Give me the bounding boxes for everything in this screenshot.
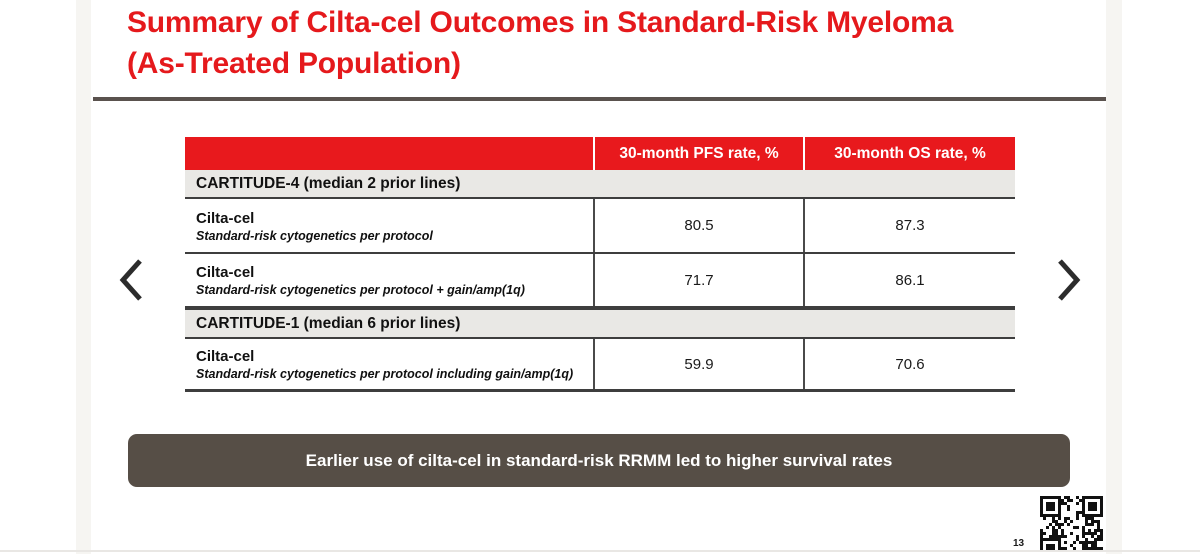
header-cell-os: 30-month OS rate, % — [803, 137, 1015, 170]
outcomes-table: 30-month PFS rate, % 30-month OS rate, %… — [185, 137, 1015, 392]
previous-slide-button[interactable] — [114, 256, 148, 306]
page-number: 13 — [1013, 538, 1025, 549]
header-cell-empty — [185, 137, 593, 170]
section-header-cartitude-4: CARTITUDE-4 (median 2 prior lines) — [185, 170, 1015, 199]
chevron-right-icon — [1054, 257, 1084, 306]
row-name: Cilta-cel — [196, 264, 255, 281]
header-cell-pfs: 30-month PFS rate, % — [593, 137, 803, 170]
table-row: Cilta-cel Standard-risk cytogenetics per… — [185, 199, 1015, 254]
table-row: Cilta-cel Standard-risk cytogenetics per… — [185, 254, 1015, 308]
chevron-left-icon — [116, 257, 146, 306]
next-slide-button[interactable] — [1052, 256, 1086, 306]
row-name: Cilta-cel — [196, 348, 255, 365]
table-row: Cilta-cel Standard-risk cytogenetics per… — [185, 339, 1015, 392]
row-name: Cilta-cel — [196, 209, 255, 227]
os-value: 70.6 — [803, 339, 1015, 389]
section-header-cartitude-1: CARTITUDE-1 (median 6 prior lines) — [185, 308, 1015, 339]
os-value: 86.1 — [803, 254, 1015, 306]
table-header-row: 30-month PFS rate, % 30-month OS rate, % — [185, 137, 1015, 170]
title-divider — [93, 97, 1106, 101]
pfs-value: 80.5 — [593, 199, 803, 252]
adjacent-slide-edge-left — [76, 0, 91, 554]
qr-code — [1040, 496, 1104, 552]
bottom-divider — [0, 550, 1200, 552]
row-subtitle: Standard-risk cytogenetics per protocol — [196, 228, 433, 243]
pfs-value: 59.9 — [593, 339, 803, 389]
row-subtitle: Standard-risk cytogenetics per protocol … — [196, 283, 525, 297]
slide-title: Summary of Cilta-cel Outcomes in Standar… — [127, 6, 954, 80]
row-subtitle: Standard-risk cytogenetics per protocol … — [196, 367, 574, 381]
pfs-value: 71.7 — [593, 254, 803, 306]
adjacent-slide-edge-right — [1106, 0, 1122, 554]
conclusion-banner: Earlier use of cilta-cel in standard-ris… — [128, 434, 1070, 487]
conclusion-text: Earlier use of cilta-cel in standard-ris… — [305, 450, 893, 470]
os-value: 87.3 — [803, 199, 1015, 252]
